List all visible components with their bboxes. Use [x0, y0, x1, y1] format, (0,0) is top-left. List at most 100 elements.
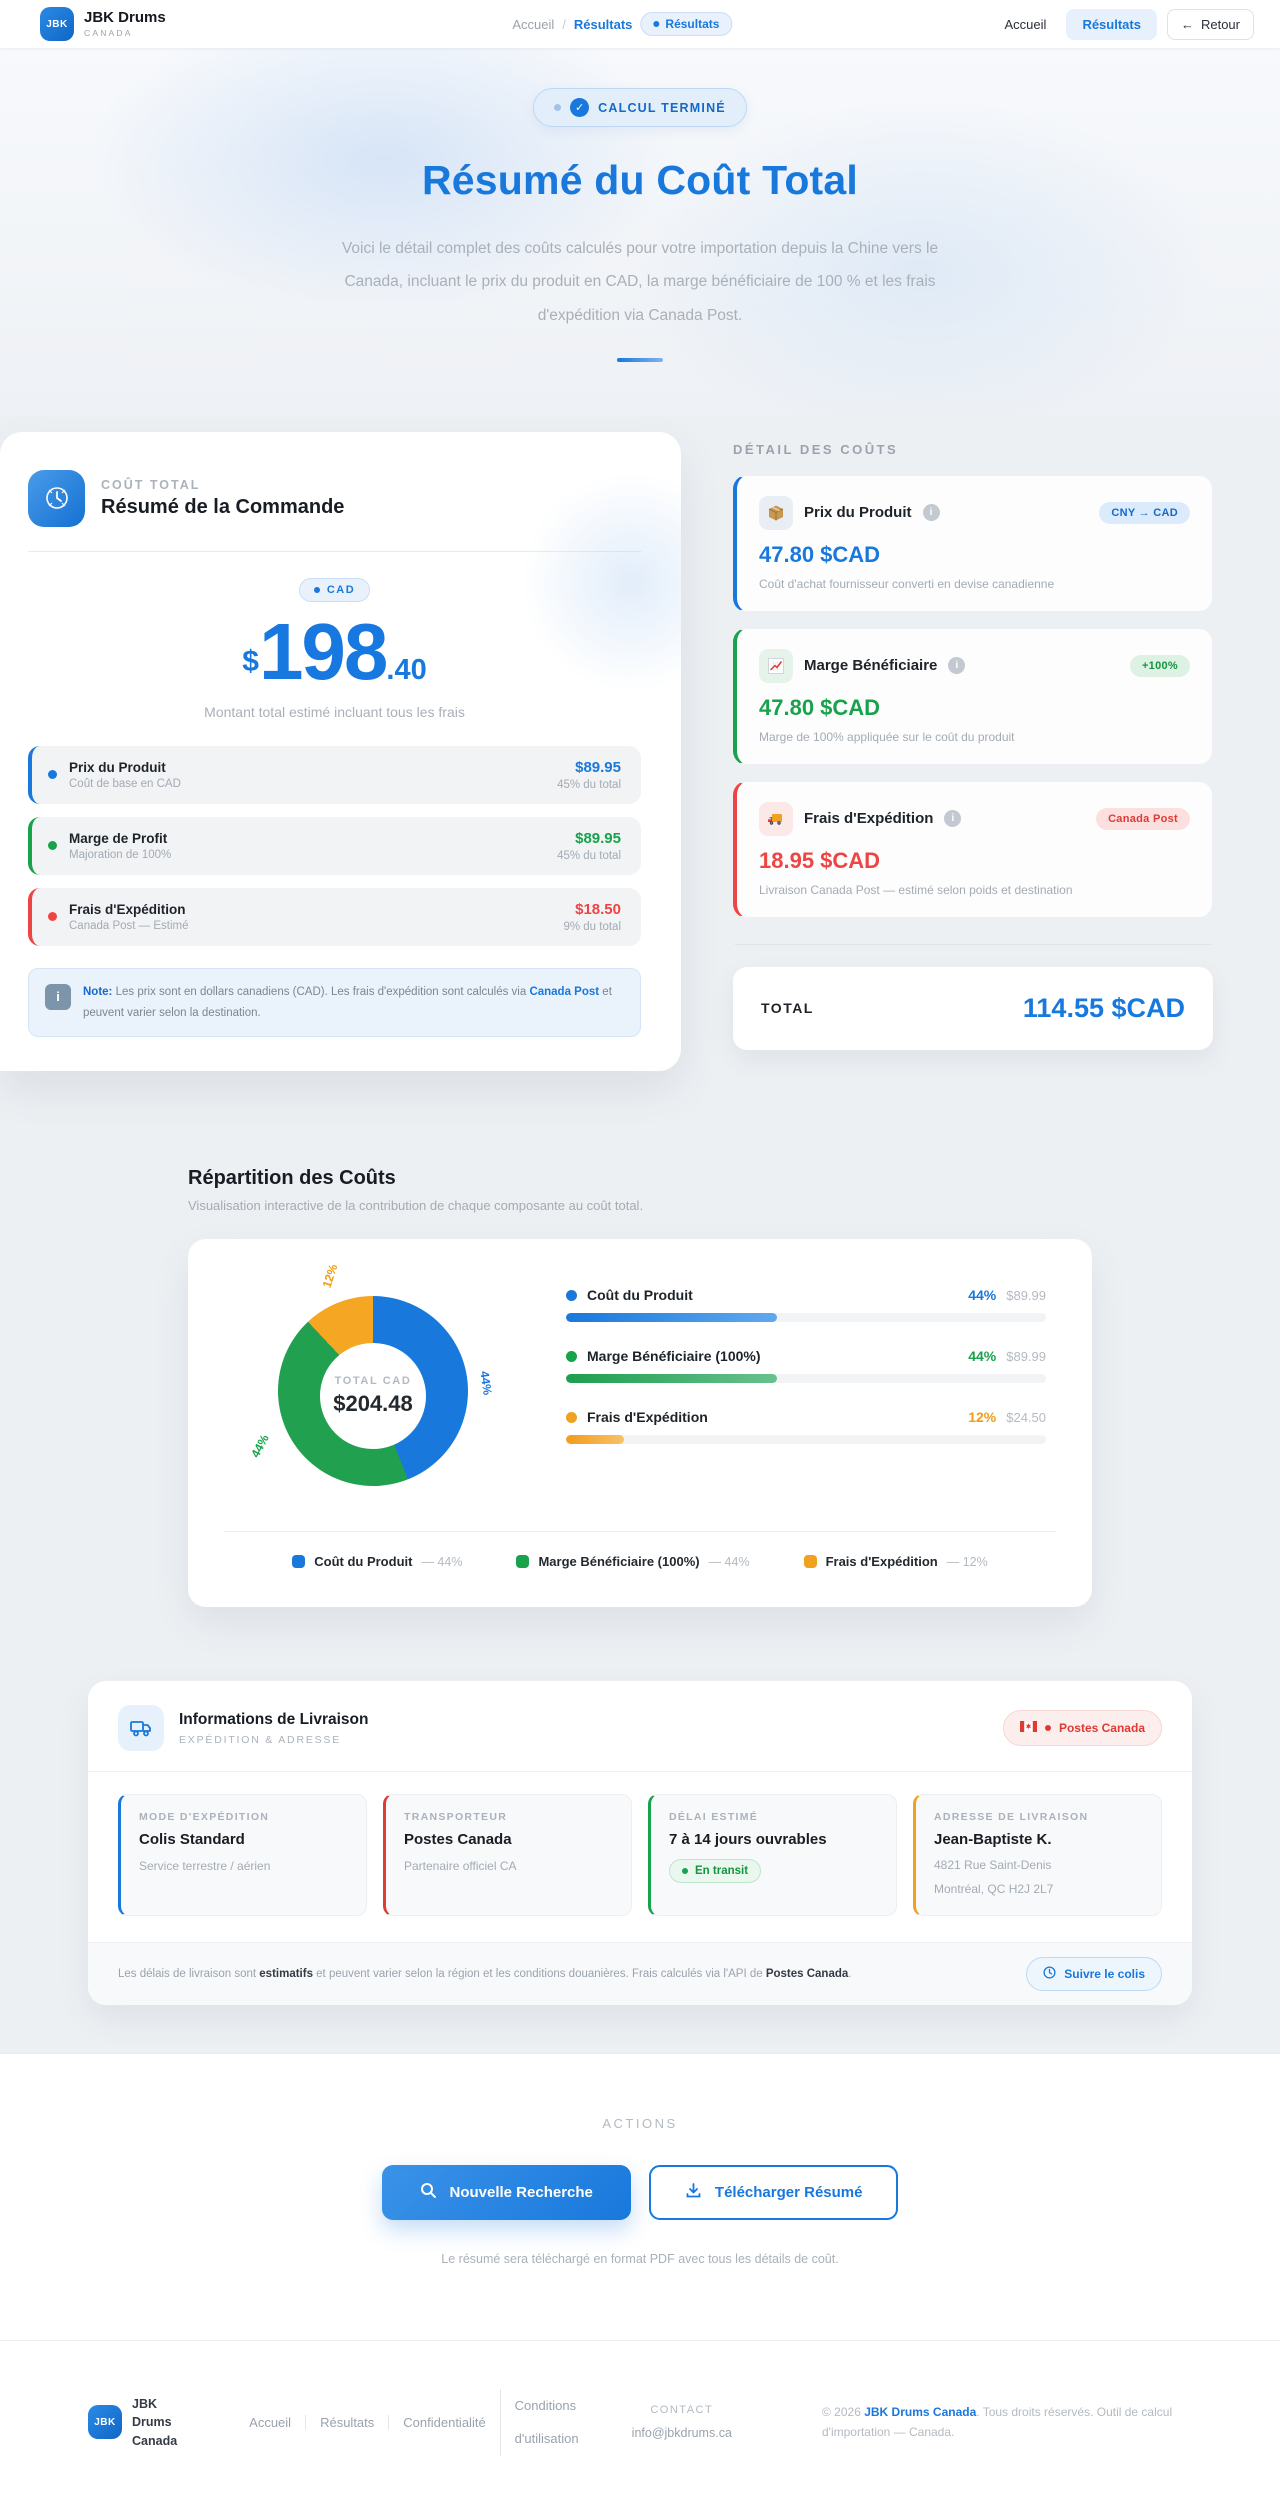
carrier-dot-icon: [1044, 1725, 1051, 1732]
main-section: COÛT TOTAL Résumé de la Commande CAD $19…: [0, 416, 1280, 1129]
search-icon: [420, 2182, 437, 2203]
currency-dot-icon: [313, 586, 320, 593]
footer-link-conditions[interactable]: Conditions d'utilisation: [499, 2388, 592, 2457]
badge-dot-icon: [554, 104, 562, 111]
breakdown-row-product: Prix du Produit Coût de base en CAD $89.…: [28, 745, 641, 804]
info-icon[interactable]: i: [948, 657, 966, 675]
delivery-card: Informations de Livraison EXPÉDITION & A…: [88, 1681, 1192, 2005]
delivery-section: Informations de Livraison EXPÉDITION & A…: [0, 1681, 1280, 2005]
chart-up-icon: [759, 648, 793, 683]
download-icon: [685, 2182, 702, 2203]
bar-fill: [566, 1313, 778, 1323]
divider: [224, 1531, 1056, 1533]
chart-card: TOTAL CAD $204.48 12% 44% 44% Coût du Pr…: [188, 1239, 1092, 1608]
currency-symbol: $: [242, 644, 259, 678]
bullet-icon: [566, 1289, 577, 1301]
logo[interactable]: JBK JBK Drums CANADA: [40, 7, 166, 41]
distribution-title: Répartition des Coûts: [188, 1167, 396, 1190]
hero-divider: [617, 357, 663, 362]
check-icon: ✓: [570, 98, 590, 117]
page-title: Résumé du Coût Total: [421, 157, 859, 203]
breadcrumb-separator: /: [562, 16, 566, 32]
conversion-badge: CNY → CAD: [1099, 501, 1190, 524]
note-box: i Note: Les prix sont en dollars canadie…: [28, 967, 641, 1038]
badge-label: CALCUL TERMINÉ: [598, 100, 726, 115]
detail-card-shipping: Frais d'Expédition i Canada Post 18.95 $…: [733, 780, 1213, 918]
currency-badge: CAD: [298, 577, 371, 602]
app-subtitle: CANADA: [84, 28, 133, 39]
amount-caption: Montant total estimé incluant tous les f…: [204, 703, 465, 720]
breadcrumb-home[interactable]: Accueil: [512, 16, 555, 32]
actions-heading: ACTIONS: [602, 2115, 678, 2131]
transit-badge: En transit: [669, 1859, 762, 1884]
canada-post-link[interactable]: Canada Post: [529, 985, 600, 998]
order-summary-card: COÛT TOTAL Résumé de la Commande CAD $19…: [0, 431, 681, 1072]
track-package-button[interactable]: Suivre le colis: [1026, 1956, 1162, 1991]
copyright-brand[interactable]: JBK Drums Canada: [864, 2405, 977, 2420]
bullet-icon: [48, 912, 57, 922]
info-card-address: ADRESSE DE LIVRAISON Jean-Baptiste K. 48…: [913, 1794, 1162, 1916]
footer-links: Accueil Résultats Confidentialité Condit…: [235, 2388, 592, 2457]
bar-fill: [566, 1435, 624, 1445]
bar-row-product: Coût du Produit 44% $89.99: [566, 1287, 1046, 1323]
bullet-icon: [566, 1411, 577, 1423]
detail-heading: DÉTAIL DES COÛTS: [733, 441, 899, 457]
total-card: TOTAL 114.55 $CAD: [733, 966, 1213, 1050]
breakdown-row-shipping: Frais d'Expédition Canada Post — Estimé …: [28, 887, 641, 946]
breadcrumb-current[interactable]: Résultats: [573, 16, 633, 32]
bar-fill: [566, 1374, 778, 1384]
distribution-section: Répartition des Coûts Visualisation inte…: [0, 1129, 1280, 1681]
page-description: Voici le détail complet des coûts calcul…: [341, 240, 939, 324]
app-header: JBK JBK Drums CANADA Accueil / Résultats…: [0, 0, 1280, 48]
detail-value: 47.80 $CAD: [759, 694, 881, 720]
copyright: © 2026 JBK Drums Canada. Tous droits rés…: [822, 2405, 1173, 2440]
bar-row-shipping: Frais d'Expédition 12% $24.50: [566, 1409, 1046, 1445]
summary-eyebrow: COÛT TOTAL: [101, 477, 201, 492]
legend-swatch-icon: [803, 1555, 817, 1569]
info-icon: i: [45, 983, 71, 1010]
row-value: $89.95: [575, 758, 621, 776]
new-search-button[interactable]: Nouvelle Recherche: [381, 2164, 631, 2220]
package-icon: [759, 495, 793, 530]
clock-icon: [1043, 1966, 1056, 1982]
download-summary-button[interactable]: Télécharger Résumé: [648, 2164, 899, 2220]
breakdown-row-margin: Marge de Profit Majoration de 100% $89.9…: [28, 816, 641, 875]
margin-badge: +100%: [1129, 654, 1190, 677]
back-button[interactable]: ← Retour: [1166, 8, 1254, 40]
detail-value: 18.95 $CAD: [759, 847, 881, 873]
footer-link-accueil[interactable]: Accueil: [249, 2414, 292, 2430]
actions-caption: Le résumé sera téléchargé en format PDF …: [441, 2251, 839, 2266]
slice-label-margin: 44%: [248, 1432, 272, 1461]
footer-logo[interactable]: JBK JBK Drums Canada: [88, 2395, 177, 2449]
footer: JBK JBK Drums Canada Accueil Résultats C…: [0, 2339, 1280, 2516]
transit-dot-icon: [682, 1868, 688, 1875]
info-icon[interactable]: i: [944, 810, 962, 828]
slice-label-product: 44%: [477, 1370, 495, 1397]
app-title: JBK Drums: [84, 8, 166, 26]
canada-flag-icon: [1019, 1719, 1038, 1737]
footer-link-confidentialite[interactable]: Confidentialité: [388, 2414, 499, 2430]
donut-center: TOTAL CAD $204.48: [320, 1343, 426, 1450]
distribution-subtitle: Visualisation interactive de la contribu…: [188, 1198, 644, 1214]
delivery-footnote: Les délais de livraison sont estimatifs …: [118, 1967, 852, 1980]
legend-item-product: Coût du Produit — 44%: [292, 1554, 462, 1569]
bar-row-margin: Marge Bénéficiaire (100%) 44% $89.99: [566, 1348, 1046, 1384]
summary-title: Résumé de la Commande: [101, 495, 345, 518]
truck-icon: [118, 1705, 164, 1752]
divider: [28, 550, 641, 552]
divider: [735, 943, 1211, 945]
hero-section: ✓ CALCUL TERMINÉ Résumé du Coût Total Vo…: [0, 48, 1280, 416]
chart-legend: Coût du Produit — 44% Marge Bénéficiaire…: [234, 1532, 1046, 1581]
info-icon[interactable]: i: [922, 504, 940, 522]
legend-swatch-icon: [292, 1555, 306, 1569]
nav-accueil[interactable]: Accueil: [1004, 16, 1047, 32]
clock-icon: [28, 469, 85, 527]
cost-detail-column: DÉTAIL DES COÛTS Prix du Produit i CNY →…: [733, 432, 1213, 1071]
contact-email[interactable]: info@jbkdrums.ca: [631, 2426, 732, 2441]
footer-contact: CONTACT info@jbkdrums.ca: [631, 2404, 732, 2441]
legend-item-shipping: Frais d'Expédition — 12%: [803, 1554, 988, 1569]
nav-resultats[interactable]: Résultats: [1066, 8, 1157, 40]
slice-label-shipping: 12%: [319, 1262, 341, 1290]
footer-link-resultats[interactable]: Résultats: [305, 2414, 388, 2430]
carrier-badge: Postes Canada: [1002, 1710, 1162, 1747]
